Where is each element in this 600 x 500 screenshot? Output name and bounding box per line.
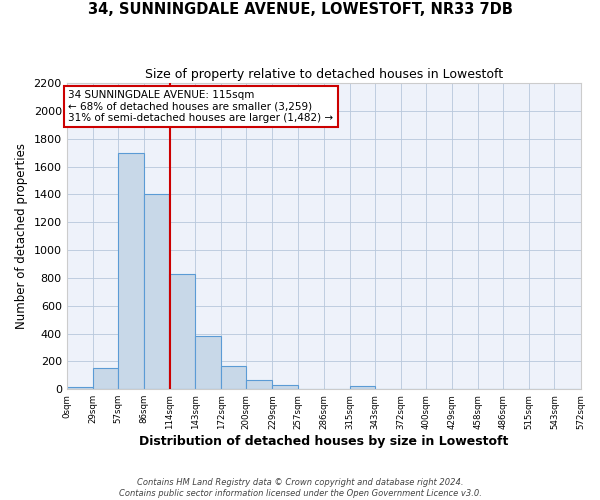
Title: Size of property relative to detached houses in Lowestoft: Size of property relative to detached ho…	[145, 68, 503, 80]
Bar	[247, 380, 272, 389]
Bar	[272, 385, 298, 389]
Bar	[169, 274, 195, 389]
Bar	[93, 368, 118, 389]
Bar	[67, 387, 93, 389]
Bar	[144, 194, 169, 389]
Text: 34, SUNNINGDALE AVENUE, LOWESTOFT, NR33 7DB: 34, SUNNINGDALE AVENUE, LOWESTOFT, NR33 …	[88, 2, 512, 18]
Bar	[221, 366, 247, 389]
X-axis label: Distribution of detached houses by size in Lowestoft: Distribution of detached houses by size …	[139, 434, 508, 448]
Text: Contains HM Land Registry data © Crown copyright and database right 2024.
Contai: Contains HM Land Registry data © Crown c…	[119, 478, 481, 498]
Y-axis label: Number of detached properties: Number of detached properties	[15, 143, 28, 329]
Text: 34 SUNNINGDALE AVENUE: 115sqm
← 68% of detached houses are smaller (3,259)
31% o: 34 SUNNINGDALE AVENUE: 115sqm ← 68% of d…	[68, 90, 334, 123]
Bar	[118, 152, 144, 389]
Bar	[350, 386, 375, 389]
Bar	[195, 336, 221, 389]
